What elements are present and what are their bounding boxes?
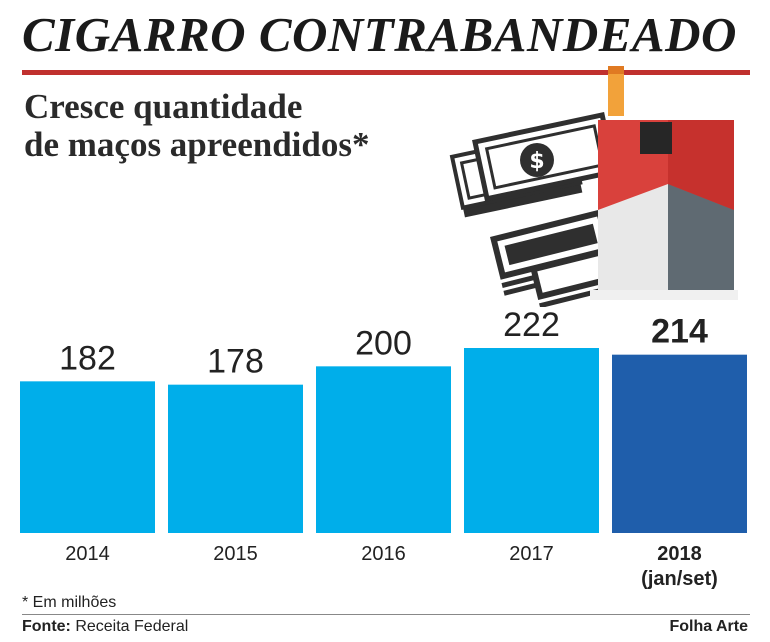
headline: CIGARRO CONTRABANDEADO xyxy=(22,7,737,62)
footnote: * Em milhões xyxy=(22,594,117,611)
illustration: $ xyxy=(449,66,738,307)
bar-chart: 182 2014 178 2015 200 2016 222 2017 214 2018 (jan/… xyxy=(20,306,747,590)
source: Fonte: Receita Federal xyxy=(22,618,188,636)
bar-2014 xyxy=(20,381,155,533)
source-name: Receita Federal xyxy=(75,618,189,635)
subtitle-line-1: Cresce quantidade xyxy=(24,87,303,126)
source-label: Fonte: xyxy=(22,618,71,635)
subtitle-line-2: de maços apreendidos* xyxy=(24,125,370,164)
category-note-2018: (jan/set) xyxy=(641,568,718,590)
footer-rule xyxy=(22,614,750,615)
value-label-2016: 200 xyxy=(355,324,412,362)
value-label-2015: 178 xyxy=(207,343,264,381)
headline-rule xyxy=(22,70,750,75)
svg-text:$: $ xyxy=(529,149,544,174)
value-label-2018: 214 xyxy=(651,313,708,351)
value-label-2017: 222 xyxy=(503,306,560,344)
cigarette-pack-icon xyxy=(590,66,738,300)
bar-2016 xyxy=(316,366,451,533)
bar-2015 xyxy=(168,384,303,533)
category-label-2014: 2014 xyxy=(65,543,110,565)
credit: Folha Arte xyxy=(669,618,748,635)
category-label-2018: 2018 xyxy=(657,543,702,565)
category-label-2015: 2015 xyxy=(213,543,258,565)
dollar-sign-icon: $ xyxy=(520,143,554,177)
subtitle: Cresce quantidade de maços apreendidos* xyxy=(24,88,370,164)
bar-2018 xyxy=(612,354,747,533)
category-label-2017: 2017 xyxy=(509,543,554,565)
category-label-2016: 2016 xyxy=(361,543,406,565)
value-label-2014: 182 xyxy=(59,339,116,377)
bar-2017 xyxy=(464,348,599,533)
